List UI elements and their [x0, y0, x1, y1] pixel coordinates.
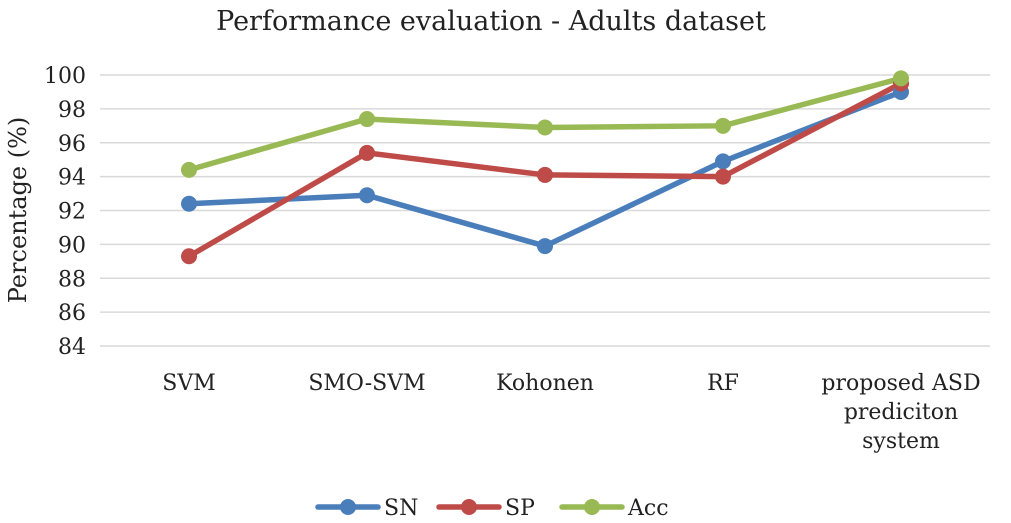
x-tick-label-line: proposed ASD [821, 371, 980, 396]
legend-label-acc: Acc [627, 496, 669, 521]
x-tick-label-line: SMO-SVM [308, 371, 425, 396]
data-point-sp [715, 168, 731, 185]
data-point-sn [715, 153, 731, 170]
data-point-acc [893, 70, 909, 87]
data-point-sn [359, 187, 375, 204]
legend-marker-sp [461, 499, 477, 515]
x-tick-label: proposed ASD prediciton system [821, 371, 980, 454]
data-point-sp [181, 248, 197, 265]
legend-label-sp: SP [505, 496, 535, 521]
y-tick-label: 92 [58, 200, 86, 225]
data-point-acc [359, 111, 375, 128]
y-tick-label: 100 [44, 64, 86, 89]
y-tick-label: 96 [58, 132, 86, 157]
x-tick-label-line: Kohonen [496, 371, 594, 396]
x-tick-label: SMO-SVM [308, 371, 425, 396]
y-tick-label: 94 [58, 166, 86, 191]
x-tick-label: RF [707, 371, 739, 396]
data-point-sp [537, 166, 553, 183]
data-point-acc [715, 117, 731, 134]
legend-marker-sn [340, 499, 356, 515]
x-tick-label-line: SVM [162, 371, 216, 396]
y-tick-label: 90 [58, 233, 86, 258]
y-tick-label: 84 [58, 335, 86, 360]
x-tick-label-line: system [862, 429, 940, 454]
legend-marker-acc [584, 499, 600, 515]
y-tick-label: 88 [58, 267, 86, 292]
x-tick-label-line: RF [707, 371, 739, 396]
legend-label-sn: SN [384, 496, 418, 521]
data-point-sp [359, 144, 375, 161]
gridlines [100, 74, 990, 347]
chart-title: Performance evaluation - Adults dataset [216, 6, 766, 37]
series-points [181, 70, 909, 265]
y-tick-label: 86 [58, 301, 86, 326]
x-tick-label: SVM [162, 371, 216, 396]
x-tick-label-line: prediciton [844, 400, 958, 425]
legend: SN SP Acc [315, 496, 669, 521]
x-tick-label: Kohonen [496, 371, 594, 396]
x-axis-categories: SVM SMO-SVM Kohonen RF proposed ASD predicito… [162, 371, 980, 454]
data-point-acc [181, 161, 197, 178]
y-axis-ticks: 84 86 88 90 92 94 96 98 100 [44, 64, 86, 360]
data-point-sn [537, 238, 553, 255]
y-axis-label: Percentage (%) [4, 117, 32, 304]
data-point-sn [181, 195, 197, 212]
y-tick-label: 98 [58, 98, 86, 123]
data-point-acc [537, 119, 553, 136]
